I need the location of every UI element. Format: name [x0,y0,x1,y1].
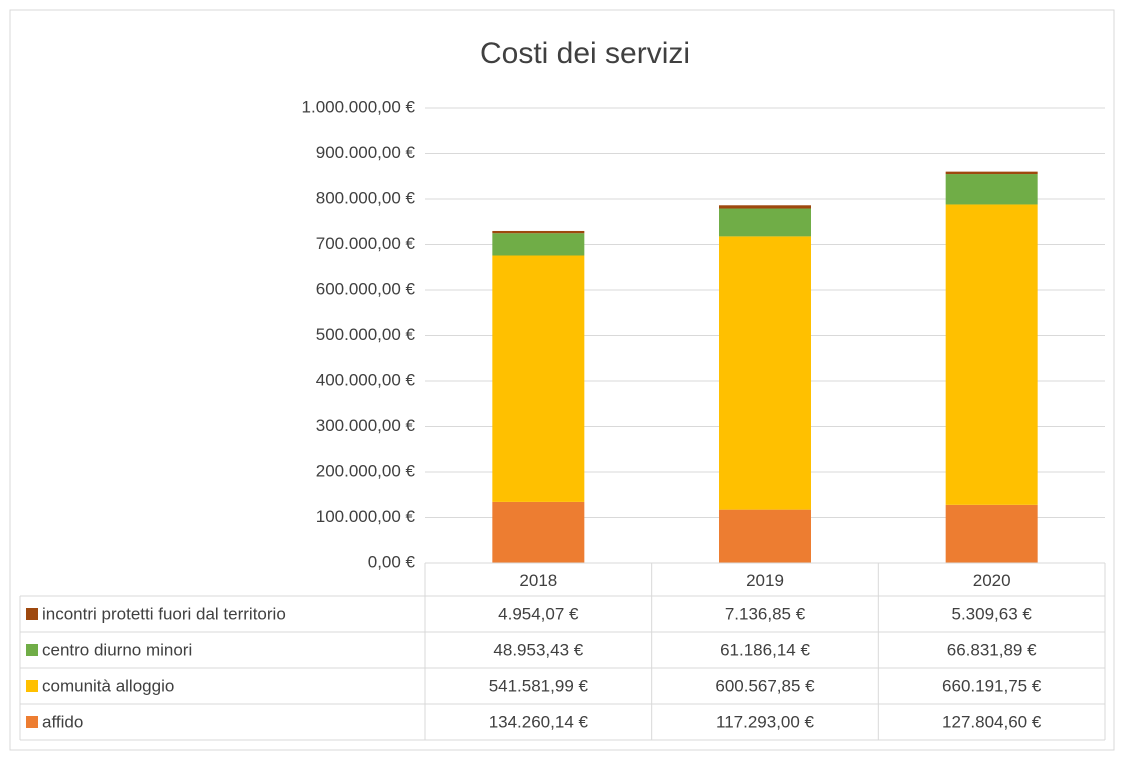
y-tick-label: 200.000,00 € [316,461,416,480]
table-value: 4.954,07 € [498,604,579,623]
table-value: 541.581,99 € [489,676,589,695]
legend-swatch [26,680,38,692]
legend-label: centro diurno minori [42,640,192,659]
y-tick-label: 700.000,00 € [316,234,416,253]
bar-segment [945,174,1038,205]
bar-segment [719,208,811,237]
chart-title: Costi dei servizi [480,37,690,70]
table-value: 48.953,43 € [493,640,583,659]
bar-segment [492,255,585,502]
legend-swatch [26,608,38,620]
table-value: 117.293,00 € [716,712,815,731]
table-value: 134.260,14 € [489,712,589,731]
bar-segment [945,204,1038,505]
y-tick-label: 100.000,00 € [316,507,416,526]
table-value: 660.191,75 € [942,676,1042,695]
x-tick-label: 2019 [746,571,784,590]
bar-segment [719,205,811,209]
legend-label: comunità alloggio [42,676,174,695]
bar-segment [945,504,1038,563]
y-tick-label: 900.000,00 € [316,143,416,162]
y-tick-label: 1.000.000,00 € [302,97,416,116]
legend-swatch [26,644,38,656]
y-tick-label: 500.000,00 € [316,325,416,344]
bar-segment [492,501,585,563]
x-tick-label: 2018 [519,571,557,590]
bar-segment [719,236,811,510]
table-value: 127.804,60 € [942,712,1042,731]
y-tick-label: 800.000,00 € [316,188,416,207]
table-value: 600.567,85 € [715,676,815,695]
x-tick-label: 2020 [973,571,1011,590]
y-tick-label: 600.000,00 € [316,279,416,298]
y-tick-label: 0,00 € [368,552,416,571]
table-value: 7.136,85 € [725,604,806,623]
y-tick-label: 300.000,00 € [316,416,416,435]
legend-swatch [26,716,38,728]
table-value: 66.831,89 € [947,640,1037,659]
legend-label: incontri protetti fuori dal territorio [42,604,286,623]
bar-segment [719,509,811,563]
bar-segment [492,233,585,256]
y-tick-label: 400.000,00 € [316,370,416,389]
bar-segment [492,230,585,234]
legend-label: affido [42,712,83,731]
table-value: 61.186,14 € [720,640,810,659]
bar-segment [945,171,1038,175]
table-value: 5.309,63 € [951,604,1032,623]
